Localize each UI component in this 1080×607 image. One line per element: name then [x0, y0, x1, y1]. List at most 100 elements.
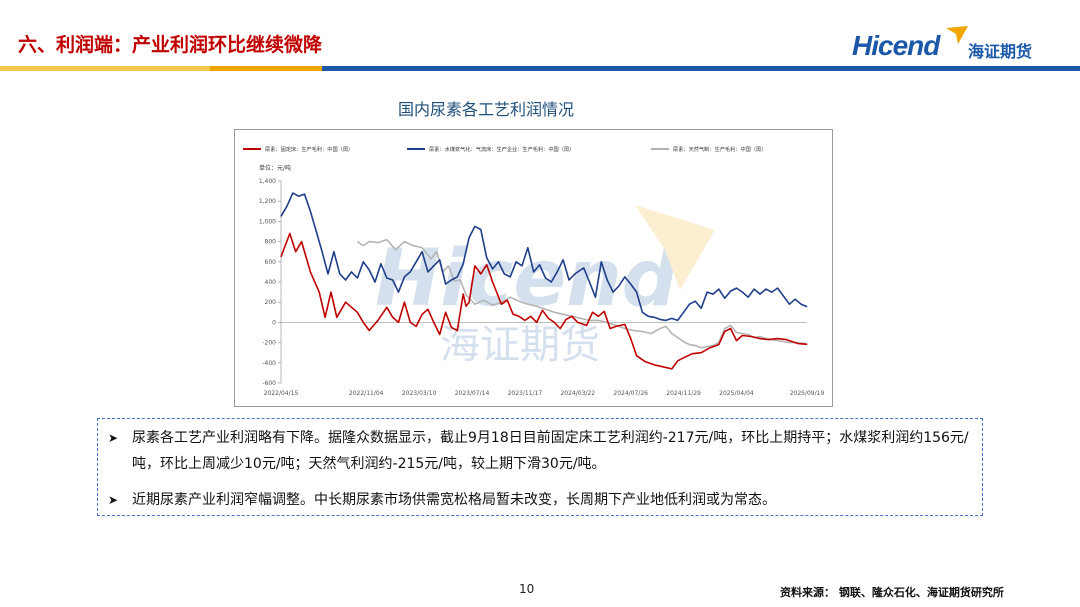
data-point	[483, 299, 485, 301]
data-point	[659, 319, 661, 320]
data-point	[730, 328, 731, 329]
data-point	[498, 261, 499, 263]
commentary-text: 尿素各工艺产业利润略有下降。据隆众数据显示，截止9月18日目前固定床工艺利润约-…	[132, 430, 969, 472]
data-point	[553, 322, 555, 323]
data-point	[468, 301, 470, 303]
data-point	[392, 279, 394, 281]
data-point	[742, 335, 743, 336]
data-point	[565, 319, 567, 320]
data-point	[515, 261, 517, 263]
data-point	[706, 346, 708, 347]
data-point	[642, 331, 643, 332]
data-point	[459, 279, 461, 281]
data-point	[606, 279, 608, 281]
data-point	[368, 241, 370, 242]
data-point	[724, 331, 726, 332]
data-point	[433, 322, 435, 323]
y-tick-label: -400	[262, 360, 276, 367]
data-point	[527, 303, 529, 305]
data-point	[556, 271, 558, 273]
data-point	[736, 332, 737, 333]
data-point	[436, 251, 438, 253]
data-point	[659, 328, 661, 329]
data-point	[421, 313, 423, 315]
data-point	[789, 303, 790, 305]
data-point	[730, 290, 731, 292]
data-point	[671, 333, 673, 334]
data-point	[759, 338, 761, 339]
data-point	[521, 265, 523, 267]
y-tick-label: 1,000	[259, 218, 276, 225]
watermark-mark-icon	[635, 205, 715, 290]
data-point	[647, 315, 649, 317]
data-point	[336, 316, 338, 318]
data-point	[583, 267, 585, 269]
data-point	[624, 328, 626, 329]
data-point	[295, 251, 297, 253]
data-point	[806, 343, 808, 345]
data-point	[603, 310, 605, 312]
data-point	[430, 258, 432, 260]
data-point	[327, 273, 329, 275]
data-point	[374, 281, 376, 283]
data-point	[636, 355, 637, 357]
data-point	[609, 328, 611, 329]
data-point	[718, 344, 720, 345]
data-point	[377, 242, 379, 243]
data-point	[503, 273, 505, 275]
data-point	[492, 304, 493, 306]
data-point	[598, 315, 599, 317]
data-point	[310, 210, 311, 212]
y-tick-label: 800	[265, 239, 277, 246]
data-point	[592, 311, 593, 313]
data-point	[345, 301, 346, 303]
data-point	[480, 273, 482, 275]
chart-title: 国内尿素各工艺利润情况	[398, 100, 575, 119]
data-point	[509, 296, 511, 298]
data-point	[724, 297, 726, 299]
data-point	[462, 263, 464, 265]
data-point	[777, 338, 778, 339]
data-point	[759, 336, 761, 337]
data-point	[415, 326, 417, 327]
data-point	[448, 265, 449, 267]
data-point	[653, 316, 655, 318]
y-tick-label: -600	[262, 380, 276, 387]
data-point	[545, 277, 546, 279]
data-point	[468, 237, 470, 238]
data-point	[412, 245, 414, 246]
y-tick-label: -200	[262, 340, 276, 347]
data-point	[398, 291, 399, 293]
chart-axes: -600 -400 -200 0 200 400 600 800 1,000 1,200 1,400…	[259, 178, 825, 397]
commentary-text: 近期尿素产业利润窄幅调整。中长期尿素市场供需宽松格局暂未改变，长周期下产业地低利…	[132, 492, 776, 508]
legend-label: 尿素：水煤浆气化：气流床：生产企业：生产毛利：中国（周）	[429, 145, 574, 153]
data-point	[677, 360, 679, 362]
x-tick-label: 2023/07/14	[455, 390, 490, 397]
data-point	[683, 357, 684, 359]
data-point	[421, 251, 423, 253]
data-point	[806, 306, 808, 307]
data-point	[765, 288, 767, 290]
data-point	[474, 226, 476, 227]
data-point	[492, 281, 493, 283]
data-point	[636, 291, 637, 293]
data-point	[730, 325, 731, 326]
data-point	[404, 241, 405, 242]
header-band-segment	[322, 66, 1080, 71]
data-point	[427, 308, 429, 310]
data-point	[615, 326, 617, 327]
y-tick-label: 600	[265, 259, 277, 266]
data-point	[330, 291, 332, 293]
commentary-box: ➤ 尿素各工艺产业利润略有下降。据隆众数据显示，截止9月18日目前固定床工艺利润…	[97, 418, 983, 516]
data-point	[777, 340, 778, 341]
data-point	[630, 338, 632, 339]
data-point	[298, 195, 299, 197]
legend-label: 尿素：固定床：生产毛利：中国（周）	[265, 145, 353, 153]
y-tick-label: 0	[272, 319, 276, 326]
data-point	[339, 273, 341, 275]
logo-text-en: Hicend	[852, 30, 940, 61]
data-point	[465, 294, 467, 296]
data-point	[700, 352, 702, 354]
data-source: 资料来源： 钢联、隆众石化、海证期货研究所	[780, 586, 1004, 599]
bullet-arrow-icon: ➤	[108, 431, 119, 445]
